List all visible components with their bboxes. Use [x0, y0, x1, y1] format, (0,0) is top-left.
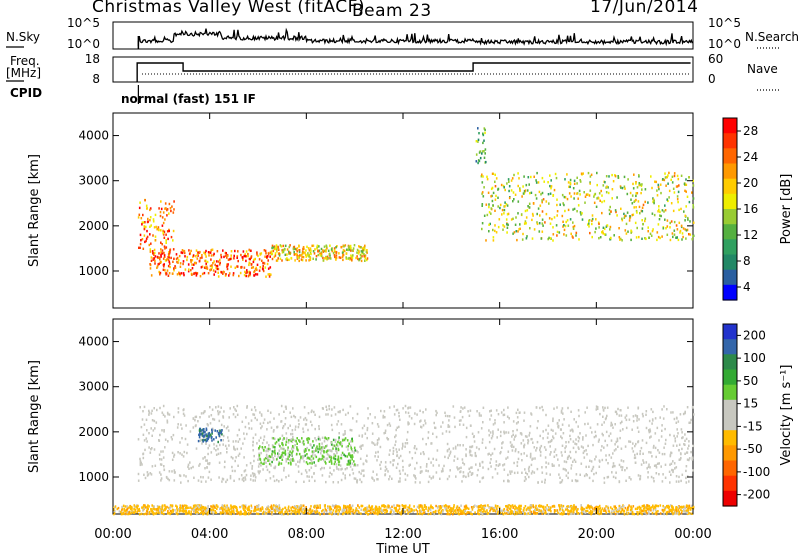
velocity-colorbar-swatch-4 — [723, 384, 737, 401]
velocity-colorbar-tick-label-4: -15 — [743, 419, 763, 433]
noise-left-tick-bottom: 10^0 — [67, 37, 100, 51]
velocity-colorbar-swatch-8 — [723, 445, 737, 462]
n-sky-label: N.Sky — [6, 30, 41, 44]
velocity-ytick-label-0: 4000 — [78, 335, 109, 349]
power-colorbar-swatch-4 — [723, 178, 737, 195]
velocity-colorbar-swatch-3 — [723, 369, 737, 386]
xtick-label-6: 00:00 — [674, 527, 711, 542]
power-colorbar-tick-label-4: 12 — [743, 228, 758, 242]
power-colorbar-swatch-9 — [723, 254, 737, 271]
noise-right-tick-bottom: 10^0 — [708, 37, 741, 51]
noise-sky-series — [137, 27, 693, 47]
power-colorbar-tick-label-3: 16 — [743, 202, 758, 216]
power-ytick-label-1: 3000 — [78, 174, 109, 188]
power-colorbar-swatch-2 — [723, 148, 737, 165]
xtick-label-0: 00:00 — [94, 527, 131, 542]
power-ylabel: Slant Range [km] — [27, 154, 42, 267]
velocity-colorbar-swatch-7 — [723, 430, 737, 446]
freq-label-1: Freq. — [10, 54, 40, 68]
power-feature-2 — [270, 244, 369, 263]
velocity-colorbar-frame — [722, 323, 738, 507]
radar-title: Christmas Valley West (fitACF) — [92, 0, 366, 17]
velocity-ytick-label-2: 2000 — [78, 425, 109, 439]
power-feature-3 — [480, 171, 695, 242]
velocity-colorbar-label: Velocity [m s⁻¹] — [779, 365, 794, 466]
power-colorbar-label: Power [dB] — [779, 174, 794, 245]
date-label: 17/Jun/2014 — [590, 0, 699, 17]
power-ytick-label-2: 2000 — [78, 219, 109, 233]
power-ytick-label-0: 4000 — [78, 129, 109, 143]
noise-panel-frame — [112, 21, 694, 50]
freq-tick-bottom: 8 — [92, 72, 100, 86]
velocity-colorbar-tick-label-1: 100 — [743, 351, 766, 365]
freq-panel-frame — [112, 56, 694, 83]
power-ytick-label-3: 1000 — [78, 264, 109, 278]
power-colorbar-swatch-3 — [723, 163, 737, 180]
velocity-colorbar-tick-label-6: -100 — [743, 465, 770, 479]
power-colorbar-swatch-1 — [723, 133, 737, 149]
velocity-feature-0 — [137, 404, 695, 484]
freq-tick-top: 18 — [84, 52, 100, 66]
power-colorbar-tick-label-0: 28 — [743, 124, 758, 138]
velocity-colorbar-swatch-11 — [723, 490, 737, 507]
velocity-colorbar-tick-label-0: 200 — [743, 328, 766, 342]
x-axis-label: Time UT — [375, 542, 429, 554]
power-colorbar-swatch-6 — [723, 209, 737, 225]
velocity-colorbar-swatch-2 — [723, 354, 737, 371]
power-colorbar-tick-label-1: 24 — [743, 150, 758, 164]
noise-right-tick-top: 10^5 — [708, 16, 741, 30]
velocity-colorbar-swatch-5 — [723, 399, 737, 416]
freq-series — [136, 62, 691, 82]
xtick-label-5: 20:00 — [578, 527, 615, 542]
xtick-label-2: 08:00 — [288, 527, 325, 542]
nave-label: Nave — [747, 62, 778, 76]
velocity-colorbar-swatch-6 — [723, 415, 737, 431]
velocity-feature-3 — [113, 504, 695, 516]
power-colorbar-swatch-10 — [723, 269, 737, 286]
cpid-mode: normal (fast) 151 IF — [121, 92, 256, 106]
power-panel-frame — [112, 112, 694, 309]
power-colorbar-swatch-5 — [723, 193, 737, 210]
power-colorbar-tick-label-2: 20 — [743, 176, 758, 190]
power-colorbar-tick-label-5: 8 — [743, 254, 751, 268]
velocity-feature-2 — [197, 427, 223, 444]
n-search-label: N.Search — [745, 30, 800, 44]
freq-label-2: [MHz] — [6, 66, 42, 80]
beam-label: Beam 23 — [352, 1, 432, 21]
velocity-colorbar-tick-label-2: 50 — [743, 374, 758, 388]
velocity-colorbar-tick-label-3: 15 — [743, 397, 758, 411]
velocity-data — [113, 404, 695, 516]
nave-tick-bottom: 0 — [708, 72, 716, 86]
power-colorbar-tick-label-6: 4 — [743, 280, 751, 294]
noise-left-tick-top: 10^5 — [67, 16, 100, 30]
xtick-label-3: 12:00 — [384, 527, 421, 542]
xtick-label-4: 16:00 — [481, 527, 518, 542]
power-feature-4 — [475, 127, 487, 165]
velocity-colorbar-tick-label-7: -200 — [743, 488, 770, 502]
velocity-ytick-label-3: 1000 — [78, 470, 109, 484]
velocity-feature-1 — [258, 436, 357, 466]
xtick-label-1: 04:00 — [191, 527, 228, 542]
power-colorbar-swatch-8 — [723, 239, 737, 256]
velocity-ytick-label-1: 3000 — [78, 380, 109, 394]
nave-tick-top: 60 — [708, 52, 724, 66]
power-data — [137, 127, 695, 278]
velocity-colorbar-swatch-1 — [723, 339, 737, 355]
power-feature-0 — [137, 198, 175, 251]
velocity-colorbar-swatch-9 — [723, 460, 737, 477]
velocity-colorbar-swatch-10 — [723, 475, 737, 492]
velocity-colorbar-tick-label-5: -50 — [743, 442, 763, 456]
power-feature-1 — [149, 248, 272, 278]
power-colorbar-swatch-11 — [723, 284, 737, 301]
velocity-ylabel: Slant Range [km] — [27, 360, 42, 473]
power-colorbar-swatch-0 — [723, 118, 737, 134]
power-colorbar-swatch-7 — [723, 224, 737, 240]
cpid-label: CPID — [10, 86, 43, 100]
velocity-colorbar-swatch-0 — [723, 324, 737, 340]
